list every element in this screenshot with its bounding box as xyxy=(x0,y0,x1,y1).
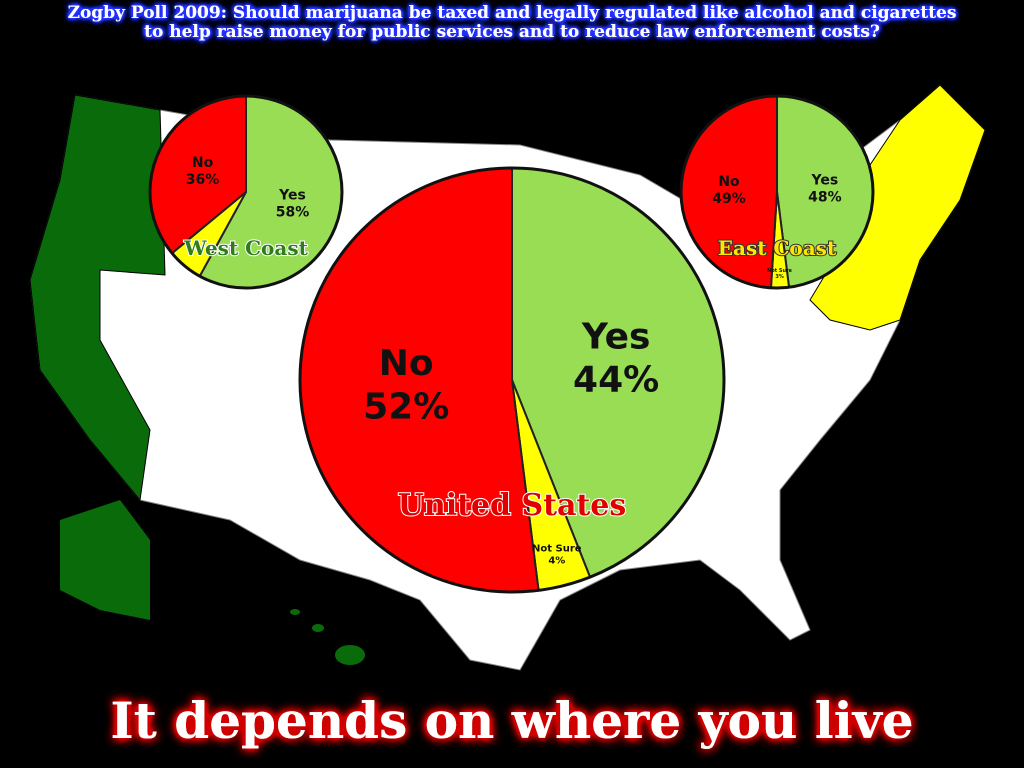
slice-value-label: 44% xyxy=(573,360,659,401)
alaska xyxy=(60,500,150,620)
title: Zogby Poll 2009: Should marijuana be tax… xyxy=(68,3,957,42)
slice-category: Not Sure xyxy=(532,544,582,555)
slice-category: No xyxy=(718,174,740,190)
pie-border xyxy=(679,94,875,290)
slice-category: Yes xyxy=(278,188,306,204)
slice-value-label: 52% xyxy=(363,386,449,427)
pie-title: East Coast xyxy=(718,236,837,260)
title-line: to help raise money for public services … xyxy=(144,22,880,42)
pie-title: United States xyxy=(398,488,627,523)
footer: It depends on where you live xyxy=(110,691,913,750)
slice-category: Yes xyxy=(581,317,651,358)
hawaii xyxy=(312,624,324,632)
slice-category: Not Sure xyxy=(767,268,792,274)
title-line: Zogby Poll 2009: Should marijuana be tax… xyxy=(68,3,957,23)
slice-value-label: 49% xyxy=(712,191,746,207)
pie-border xyxy=(148,94,344,290)
pie-title: West Coast xyxy=(183,236,308,260)
slice-value-label: 36% xyxy=(186,172,220,188)
hawaii xyxy=(290,609,300,615)
slice-category: Yes xyxy=(811,173,839,189)
slice-value-label: 58% xyxy=(276,204,310,220)
pie-border xyxy=(298,166,726,594)
slice-value-label: 48% xyxy=(808,189,842,205)
slice-value-label: 4% xyxy=(548,556,565,567)
slice-category: No xyxy=(192,155,214,171)
hawaii xyxy=(335,645,365,665)
slice-value-label: 3% xyxy=(775,274,784,280)
slice-category: No xyxy=(379,343,434,384)
west-coast-states xyxy=(29,94,166,502)
